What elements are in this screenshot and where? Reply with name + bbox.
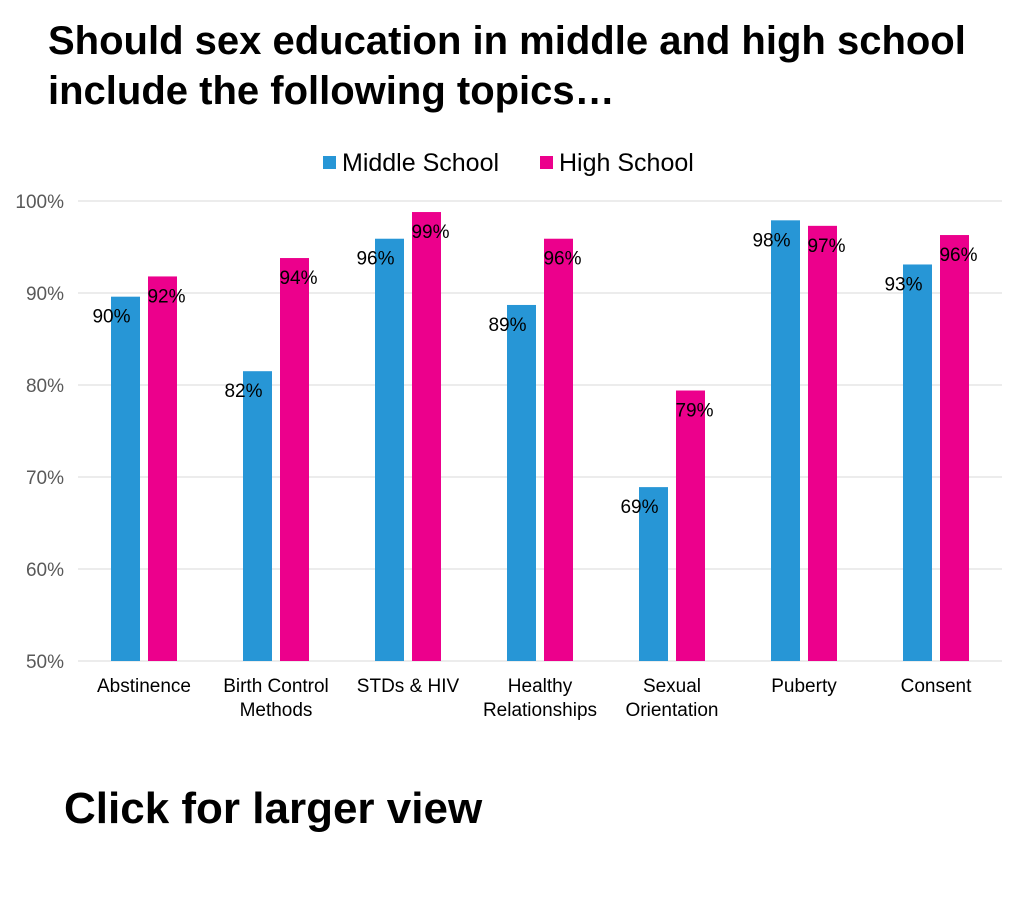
data-labels: 90% 92% 82% 94% 96% 99% 89% 96% 69% 79% 98% 97% 93% 9… xyxy=(92,222,977,518)
legend: Middle School High School xyxy=(323,149,694,177)
bar-high-school xyxy=(412,212,441,662)
data-label: 96% xyxy=(939,245,977,266)
data-label: 96% xyxy=(543,249,581,270)
data-label: 99% xyxy=(411,222,449,243)
data-label: 93% xyxy=(884,274,922,295)
bar-middle-school xyxy=(243,371,272,661)
bar-high-school xyxy=(676,390,705,661)
bar-chart: 50% 60% 70% 80% 90% 100% 90% 92% 82% 94% 96% 99% 89… xyxy=(15,149,1002,721)
x-axis: Abstinence Birth Control Methods STDs & HIV… xyxy=(97,676,972,721)
data-label: 82% xyxy=(224,381,262,402)
legend-label: Middle School xyxy=(342,149,499,177)
data-label: 90% xyxy=(92,307,130,328)
data-label: 69% xyxy=(620,497,658,518)
legend-label: High School xyxy=(559,149,694,177)
bars xyxy=(111,212,969,662)
y-tick-label: 100% xyxy=(15,192,64,213)
data-label: 89% xyxy=(488,315,526,336)
data-label: 98% xyxy=(752,230,790,251)
gridlines xyxy=(78,200,1002,662)
data-label: 96% xyxy=(356,249,394,270)
bar-high-school xyxy=(280,258,309,661)
bar-middle-school xyxy=(639,487,668,661)
x-category-label: Sexual Orientation xyxy=(626,676,719,721)
x-category-label: Puberty xyxy=(771,676,837,697)
y-axis: 50% 60% 70% 80% 90% 100% xyxy=(15,192,64,673)
y-tick-label: 50% xyxy=(26,652,64,673)
x-category-label: Consent xyxy=(901,676,972,697)
legend-swatch-middle-school xyxy=(323,156,336,169)
bar-middle-school xyxy=(111,296,140,661)
x-category-label: Abstinence xyxy=(97,676,191,697)
chart-title: Should sex education in middle and high … xyxy=(48,19,966,113)
x-category-label: Healthy Relationships xyxy=(483,676,597,721)
legend-swatch-high-school xyxy=(540,156,553,169)
y-tick-label: 90% xyxy=(26,284,64,305)
x-category-label: STDs & HIV xyxy=(357,676,460,697)
larger-view-link[interactable]: Click for larger view xyxy=(64,784,483,833)
bar-high-school xyxy=(940,235,969,662)
bar-middle-school xyxy=(375,238,404,661)
bar-middle-school xyxy=(903,264,932,661)
y-tick-label: 60% xyxy=(26,560,64,581)
x-category-label: Birth Control Methods xyxy=(223,676,329,721)
data-label: 97% xyxy=(807,236,845,257)
bar-high-school xyxy=(808,225,837,661)
data-label: 92% xyxy=(147,286,185,307)
data-label: 79% xyxy=(675,401,713,422)
bar-high-school xyxy=(544,238,573,661)
y-tick-label: 80% xyxy=(26,376,64,397)
bar-middle-school xyxy=(507,304,536,661)
bar-middle-school xyxy=(771,220,800,661)
y-tick-label: 70% xyxy=(26,468,64,489)
bar-high-school xyxy=(148,276,177,661)
data-label: 94% xyxy=(279,268,317,289)
